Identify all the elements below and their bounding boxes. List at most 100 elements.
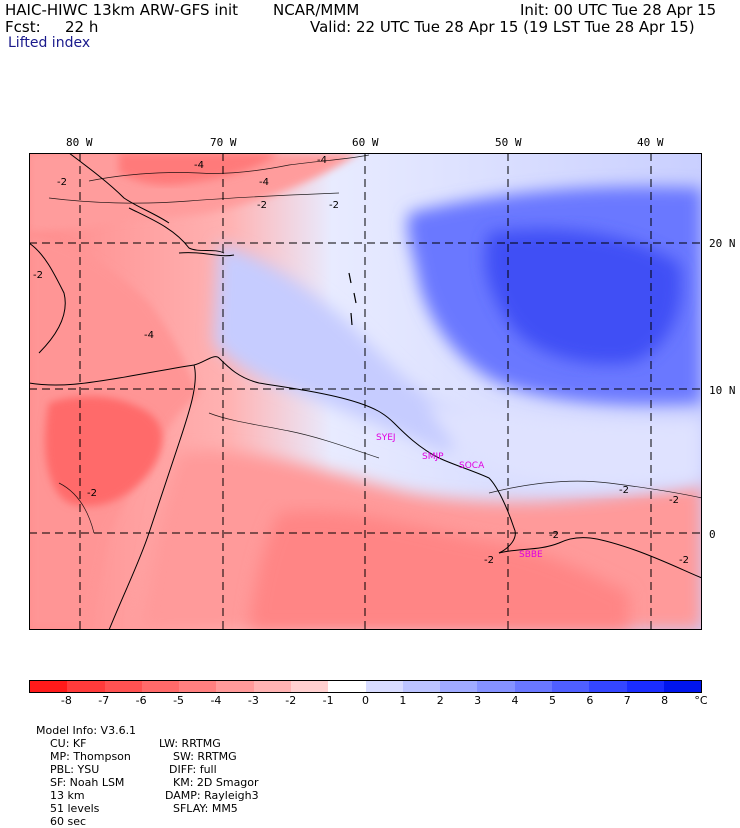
graticule — [29, 153, 702, 630]
southeast-neutral-zone — [429, 403, 702, 490]
brazil-coast — [498, 537, 702, 579]
station-smjp: SMJP — [422, 452, 444, 462]
colorbar-swatch — [30, 681, 68, 692]
contour-neg2-southeast — [488, 480, 702, 499]
colorbar-swatch — [290, 681, 329, 692]
contour-label: -4 — [259, 177, 269, 188]
colorbar-tick-label: -2 — [285, 694, 297, 707]
contour-label: -4 — [194, 160, 204, 171]
model-title: HAIC-HIWC 13km ARW-GFS init — [5, 1, 239, 19]
amazon-core-zone — [249, 510, 629, 630]
colorbar-tick-label: -6 — [135, 694, 147, 707]
time-step: 60 sec — [50, 815, 87, 828]
north-strong-zone — [119, 153, 279, 185]
contour-value-labels: -4 -4 -4 -2 -2 -2 -2 -2 -2 -2 -2 -2 -2 -… — [33, 155, 689, 566]
florida-cuba-coast — [68, 153, 170, 224]
lon-label-50w: 50 W — [495, 136, 522, 149]
model-info: Model Info: V3.6.1 — [36, 724, 137, 737]
colorbar-swatch — [551, 681, 590, 692]
contour-label: -2 — [619, 485, 629, 496]
station-syej: SYEJ — [376, 433, 396, 443]
colorbar-swatch — [216, 681, 254, 692]
colorbar-tick-label: 5 — [548, 694, 556, 707]
colorbar-swatch — [104, 681, 142, 692]
station-soca: SOCA — [459, 461, 485, 471]
sflay-scheme: SFLAY: MM5 — [173, 802, 238, 815]
colorbar-tick-label: -1 — [322, 694, 334, 707]
colorbar-swatch — [179, 681, 217, 692]
colorbar-swatch — [440, 681, 478, 692]
caribbean-stable-zone — [214, 243, 469, 453]
colorbar-swatch — [365, 681, 403, 692]
lat-label-10n: 10 N — [709, 384, 736, 397]
footer-line2: LW: RRTMG SW: RRTMG DIFF: full KM: 2D Sm… — [152, 724, 259, 815]
colorbar-tick-label: 0 — [362, 694, 369, 707]
andes-boundary — [108, 364, 196, 630]
contour-label: -4 — [144, 330, 154, 341]
colorbar-swatch — [328, 681, 366, 692]
damp-scheme: DAMP: Rayleigh3 — [165, 789, 259, 802]
field-name: Lifted index — [8, 35, 91, 51]
colorbar — [29, 680, 702, 693]
sf-scheme: SF: Noah LSM — [50, 776, 125, 789]
diff-scheme: DIFF: full — [169, 763, 217, 776]
andes-strong-zone — [45, 396, 163, 507]
colorbar-tick-label: -5 — [173, 694, 185, 707]
contour-label: -2 — [484, 555, 494, 566]
colorbar-swatch — [67, 681, 105, 692]
lon-label-70w: 70 W — [210, 136, 237, 149]
puerto-rico-coast — [178, 252, 235, 257]
init-time: Init: 00 UTC Tue 28 Apr 15 — [520, 1, 717, 19]
station-labels: SYEJ SMJP SOCA SBBE — [376, 433, 543, 560]
map-svg: -4 -4 -4 -2 -2 -2 -2 -2 -2 -2 -2 -2 -2 -… — [29, 153, 702, 630]
contour-label: -2 — [329, 200, 339, 211]
org-label: NCAR/MMM — [273, 1, 360, 19]
lat-label-eq: 0 — [709, 528, 716, 541]
colorbar-tick-label: 7 — [623, 694, 631, 707]
map-frame — [29, 153, 702, 630]
vertical-levels: 51 levels — [50, 802, 100, 815]
colorbar-tick-label: -7 — [98, 694, 110, 707]
south-american-coast — [29, 356, 516, 554]
contour-label: -2 — [257, 200, 267, 211]
lw-scheme: LW: RRTMG — [159, 737, 221, 750]
contour-neg2-west — [58, 482, 95, 534]
colorbar-swatch — [253, 681, 291, 692]
cu-scheme: CU: KF — [50, 737, 87, 750]
contour-label: -2 — [669, 495, 679, 506]
colorbar-swatch — [141, 681, 180, 692]
colorbar-tick-label: -4 — [210, 694, 222, 707]
contour-label: -2 — [33, 270, 43, 281]
colorbar-tick-label: -3 — [247, 694, 259, 707]
lat-label-20n: 20 N — [709, 237, 736, 250]
colorbar-swatch — [514, 681, 552, 692]
contour-neg4-north — [88, 154, 370, 182]
colorbar-tick-label: 4 — [511, 694, 519, 707]
lon-label-80w: 80 W — [66, 136, 93, 149]
colorbar-tick-label: 2 — [436, 694, 444, 707]
contour-neg2-north — [48, 192, 340, 204]
colorbar-unit: °C — [694, 694, 708, 707]
colorbar-swatch — [589, 681, 627, 692]
colorbar-tick-label: 6 — [586, 694, 594, 707]
colorbar-swatch — [477, 681, 515, 692]
lesser-antilles — [348, 272, 357, 326]
pbl-scheme: PBL: YSU — [50, 763, 100, 776]
contour-label: -2 — [87, 488, 97, 499]
colorbar-tick-label: 3 — [474, 694, 482, 707]
fcst-label: Fcst: — [5, 18, 41, 36]
station-sbbe: SBBE — [519, 550, 543, 560]
contour-lines — [48, 154, 702, 534]
colorbar-tick-label: -8 — [60, 694, 72, 707]
grid-resolution: 13 km — [50, 789, 85, 802]
colorbar-swatch — [402, 681, 441, 692]
colorbar-swatch — [663, 681, 702, 692]
north-unstable-zone — [29, 153, 359, 233]
footer-line1: Model Info: V3.6.1 CU: KF MP: Thompson P… — [29, 711, 136, 828]
valid-time: Valid: 22 UTC Tue 28 Apr 15 (19 LST Tue … — [310, 18, 695, 36]
colorbar-tick-label: 8 — [661, 694, 669, 707]
contour-neg2-central — [208, 412, 380, 459]
coastlines — [29, 153, 702, 630]
lon-label-40w: 40 W — [637, 136, 664, 149]
lifted-index-map: -4 -4 -4 -2 -2 -2 -2 -2 -2 -2 -2 -2 -2 -… — [29, 153, 702, 630]
